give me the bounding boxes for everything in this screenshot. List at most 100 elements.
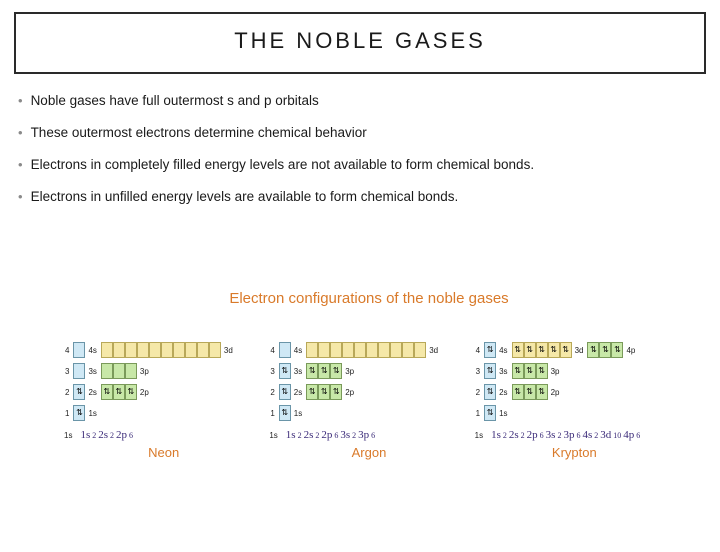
orbital-cell [197, 342, 209, 358]
orbital-cell: ⇅ [484, 384, 496, 400]
subshell-label: 3s [294, 367, 302, 376]
level-label: 1 [476, 409, 480, 418]
orbital-row: 1⇅1s [64, 403, 263, 423]
subshell-label: 4s [88, 346, 96, 355]
orbital-cell: ⇅ [279, 405, 291, 421]
config-term: 2s [304, 429, 314, 441]
orbital-cell [113, 342, 125, 358]
orbital-cell: ⇅ [524, 342, 536, 358]
bullet-dot-icon: • [18, 156, 23, 174]
orbital-cell: ⇅ [279, 363, 291, 379]
subshell-label: 2p [345, 388, 354, 397]
subshell-4s [279, 342, 291, 358]
orbital-rows: 44s3d3⇅3s⇅⇅⇅3p2⇅2s⇅⇅⇅2p1⇅1s [269, 315, 468, 423]
subshell-label: 3s [88, 367, 96, 376]
subshell-label: 2s [88, 388, 96, 397]
bullet-text: These outermost electrons determine chem… [31, 124, 367, 142]
bullet-text: Noble gases have full outermost s and p … [31, 92, 319, 110]
subshell-3p: ⇅⇅⇅ [512, 363, 548, 379]
subshell-label: 2s [294, 388, 302, 397]
orbital-cell [185, 342, 197, 358]
config-term: 3p [358, 429, 369, 441]
config-exponent: 6 [334, 431, 338, 440]
orbital-cell: ⇅ [611, 342, 623, 358]
subshell-4s [73, 342, 85, 358]
subshell-3s: ⇅ [484, 363, 496, 379]
orbital-cell: ⇅ [73, 384, 85, 400]
orbital-row: 1 ⇅1s [269, 403, 468, 423]
config-exponent: 6 [371, 431, 375, 440]
subshell-3d [306, 342, 426, 358]
bullet-item: • Noble gases have full outermost s and p… [18, 92, 702, 110]
subshell-2s: ⇅ [279, 384, 291, 400]
orbital-cell: ⇅ [279, 384, 291, 400]
subshell-label: 3p [551, 367, 560, 376]
subshell-1s: ⇅ [484, 405, 496, 421]
subshell-label: 3d [224, 346, 233, 355]
orbital-cell: ⇅ [125, 384, 137, 400]
config-term: 3p [563, 429, 574, 441]
bullet-text: Electrons in completely filled energy le… [31, 156, 535, 174]
subshell-label: 4p [626, 346, 635, 355]
diagram-title: Electron configurations of the noble gas… [64, 290, 674, 307]
level-label: 2 [476, 388, 480, 397]
subshell-3s [73, 363, 85, 379]
orbital-row: 3⇅3s⇅⇅⇅3p [475, 361, 674, 381]
orbital-cell: ⇅ [524, 384, 536, 400]
config-exponent: 6 [576, 431, 580, 440]
config-exponent: 2 [557, 431, 561, 440]
orbital-cell [306, 342, 318, 358]
page-title: THE NOBLE GASES [16, 28, 704, 54]
bullet-list: • Noble gases have full outermost s and p… [18, 92, 702, 206]
bullet-item: •Electrons in unfilled energy levels are… [18, 188, 702, 206]
orbital-cell: ⇅ [599, 342, 611, 358]
level-label: 4 [476, 346, 480, 355]
config-term: 2p [321, 429, 332, 441]
orbital-cell [342, 342, 354, 358]
orbital-cell: ⇅ [330, 384, 342, 400]
orbital-row: 2⇅2s⇅⇅⇅2p [475, 382, 674, 402]
orbital-row: 44s3d [269, 340, 468, 360]
subshell-label: 2p [140, 388, 149, 397]
orbital-cell [137, 342, 149, 358]
orbital-cell: ⇅ [484, 405, 496, 421]
config-term: 1s [80, 429, 90, 441]
subshell-label: 4s [499, 346, 507, 355]
orbital-cell: ⇅ [318, 384, 330, 400]
orbital-cell [402, 342, 414, 358]
level-label: 2 [270, 388, 274, 397]
orbital-cell: ⇅ [113, 384, 125, 400]
config-exponent: 2 [352, 431, 356, 440]
orbital-row: 3⇅3s⇅⇅⇅3p [269, 361, 468, 381]
config-exponent: 2 [298, 431, 302, 440]
orbital-row: 4⇅4s⇅⇅⇅⇅⇅3d⇅⇅⇅4p [475, 340, 674, 360]
electron-config: 1s1s22s22p6 [64, 429, 263, 441]
orbital-cell [354, 342, 366, 358]
element-column: 4⇅4s⇅⇅⇅⇅⇅3d⇅⇅⇅4p3⇅3s⇅⇅⇅3p2⇅2s⇅⇅⇅2p1⇅1s1s… [475, 315, 674, 460]
subshell-2p: ⇅⇅⇅ [101, 384, 137, 400]
bullet-dot-icon: • [18, 124, 23, 142]
config-term: 3s [546, 429, 556, 441]
config-exponent: 10 [613, 431, 621, 440]
subshell-4p: ⇅⇅⇅ [587, 342, 623, 358]
config-exponent: 2 [110, 431, 114, 440]
orbital-cell [366, 342, 378, 358]
orbital-rows: 44s3d33s3p2⇅2s⇅⇅⇅2p1⇅1s [64, 315, 263, 423]
level-label: 3 [65, 367, 69, 376]
level-label: 1 [270, 409, 274, 418]
subshell-label: 1s [294, 409, 302, 418]
config-term: 1s [491, 429, 501, 441]
level-label: 1 [65, 409, 69, 418]
subshell-3p [101, 363, 137, 379]
orbital-cell: ⇅ [306, 363, 318, 379]
config-exponent: 2 [521, 431, 525, 440]
config-term: 2p [116, 429, 127, 441]
orbital-row: 2⇅2s⇅⇅⇅2p [64, 382, 263, 402]
orbital-cell [173, 342, 185, 358]
bullet-dot-icon: • [18, 92, 23, 110]
subshell-label: 3s [499, 367, 507, 376]
subshell-2p: ⇅⇅⇅ [512, 384, 548, 400]
element-column: 44s3d3⇅3s⇅⇅⇅3p2⇅2s⇅⇅⇅2p1⇅1s1s1s22s22p63s… [269, 315, 468, 460]
level-label: 3 [270, 367, 274, 376]
orbital-cell [161, 342, 173, 358]
